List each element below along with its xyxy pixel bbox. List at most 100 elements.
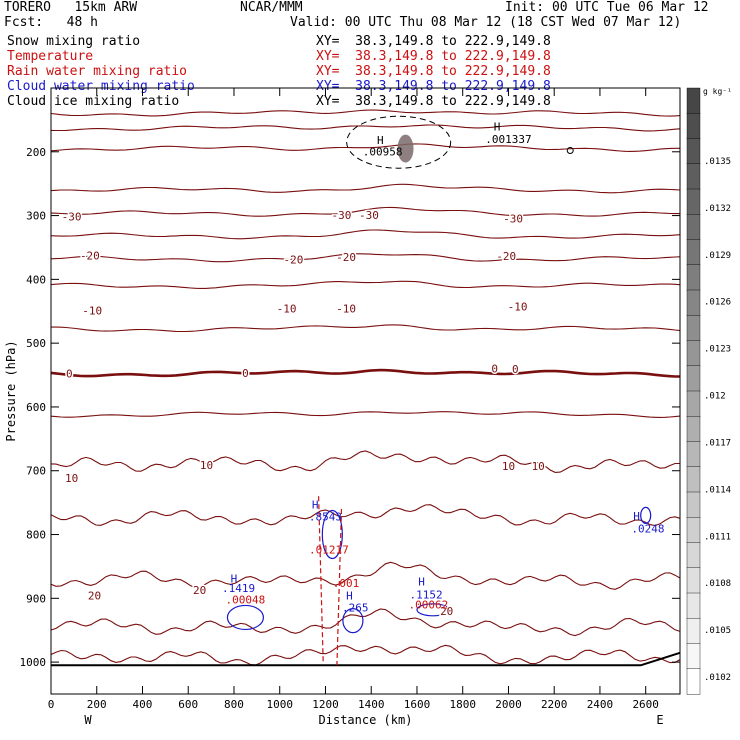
x-west-label: W (84, 713, 92, 727)
field-name-temperature: Temperature (7, 49, 94, 64)
x-tick-label-8: 1600 (404, 698, 431, 711)
colorbar-swatch-13 (686, 416, 701, 443)
cloud-ice-outline (346, 115, 452, 169)
annotation-4: H (231, 572, 238, 585)
temperature-contour-m40-0 (50, 109, 681, 117)
x-tick-label-13: 2600 (632, 698, 659, 711)
colorbar-swatch-23 (686, 668, 701, 695)
annotation-3: .001337 (485, 133, 531, 146)
x-tick-label-3: 600 (178, 698, 198, 711)
x-tick-label-10: 2000 (495, 698, 522, 711)
annotation-8: .8543 (309, 510, 342, 523)
colorbar-swatch-18 (686, 542, 701, 569)
rain-dashed-contour (318, 496, 343, 666)
temperature-contour-m25-4 (50, 206, 680, 217)
x-tick-label-6: 1200 (312, 698, 339, 711)
colorbar-label-10: .0105 (704, 626, 731, 636)
temperature-contour-m35-1 (50, 124, 681, 132)
temperature-contour-m15-6 (50, 253, 681, 263)
y-axis-label: Pressure (hPa) (4, 340, 18, 441)
colorbar-swatch-14 (686, 441, 701, 468)
annotation-9: .01217 (309, 544, 349, 557)
contour-label-0: -30 (62, 211, 82, 224)
colorbar-label-6: .0117 (704, 438, 731, 448)
hydrometeor-features (51, 115, 681, 667)
colorbar-swatch-3 (686, 163, 701, 190)
x-tick-label-5: 1000 (266, 698, 293, 711)
temperature-contour-25-14 (50, 608, 681, 637)
colorbar-label-2: .0129 (704, 251, 731, 261)
annotation-0: H (377, 134, 384, 147)
contour-label-15: 0 (512, 363, 519, 376)
contour-label-5: -20 (284, 253, 304, 266)
field-xy-temperature: XY= 38.3,149.8 to 222.9,149.8 (316, 49, 551, 64)
contour-label-19: 10 (532, 460, 545, 473)
contour-label-20: 20 (88, 590, 101, 603)
init-time: Init: 00 UTC Tue 06 Mar 12 (505, 0, 709, 15)
x-tick-label-11: 2200 (541, 698, 568, 711)
contour-label-9: -10 (277, 303, 297, 316)
colorbar-swatch-4 (686, 188, 701, 215)
colorbar-label-9: .0108 (704, 579, 731, 589)
colorbar-label-8: .0111 (704, 532, 731, 542)
x-tick-label-1: 200 (87, 698, 107, 711)
field-xy-cloud-ice: XY= 38.3,149.8 to 222.9,149.8 (316, 94, 551, 109)
cloud-water-contour-1 (321, 509, 343, 560)
contour-label-7: -20 (496, 250, 516, 263)
annotation-15: .00062 (409, 599, 449, 612)
contour-label-12: 0 (66, 368, 73, 381)
forecast-hour: Fcst: 48 h (4, 15, 98, 30)
annotation-14: .1152 (410, 588, 443, 601)
x-tick-label-7: 1400 (358, 698, 385, 711)
colorbar-swatch-1 (686, 113, 701, 140)
y-tick-label-4: 600 (26, 401, 46, 414)
colorbar-label-0: .0135 (704, 157, 731, 167)
colorbar: g kg⁻¹ .0135 .0132 .0129 .0126 .0123 .012 .0117… (686, 87, 732, 695)
contour-label-10: -10 (336, 303, 356, 316)
contour-label-17: 10 (65, 472, 78, 485)
temperature-contour-5-10 (50, 411, 681, 418)
x-axis-label: Distance (km) (319, 713, 413, 727)
colorbar-swatch-16 (686, 491, 701, 518)
field-name-snow: Snow mixing ratio (7, 34, 141, 49)
plot-frame (50, 87, 681, 695)
x-east-label: E (656, 713, 663, 727)
field-name-cloud-water: Cloud water mixing ratio (7, 79, 195, 94)
contour-label-4: -20 (80, 250, 100, 263)
contour-label-8: -10 (82, 304, 102, 317)
y-tick-label-3: 500 (26, 337, 46, 350)
colorbar-swatch-17 (686, 517, 701, 544)
x-tick-label-4: 800 (224, 698, 244, 711)
colorbar-swatch-10 (686, 340, 701, 367)
y-tick-label-2: 400 (26, 273, 46, 286)
annotation-17: .0248 (631, 523, 664, 536)
y-tick-label-5: 700 (26, 465, 46, 478)
contour-label-18: 10 (502, 460, 515, 473)
colorbar-swatch-2 (686, 138, 701, 165)
colorbar-swatch-9 (686, 315, 701, 342)
colorbar-swatch-20 (686, 592, 701, 619)
x-tick-label-9: 1800 (449, 698, 476, 711)
annotation-16: H (633, 510, 640, 523)
y-tick-label-0: 200 (26, 146, 46, 159)
temperature-contour-10-11 (50, 450, 680, 473)
field-xy-snow: XY= 38.3,149.8 to 222.9,149.8 (316, 34, 551, 49)
cloud-water-contour-3 (416, 603, 450, 617)
y-tick-label-8: 1000 (20, 656, 47, 669)
temperature-contour-m20-5 (50, 229, 681, 240)
y-tick-label-6: 800 (26, 529, 46, 542)
annotation-10: .001 (333, 577, 360, 590)
cloud-water-contour-4 (640, 506, 652, 524)
colorbar-swatch-8 (686, 289, 701, 316)
field-name-cloud-ice: Cloud ice mixing ratio (7, 94, 180, 109)
colorbar-swatch-12 (686, 390, 701, 417)
y-tick-label-7: 900 (26, 592, 46, 605)
temperature-contour-20-13 (50, 561, 681, 590)
cloud-water-contour-2 (342, 608, 364, 634)
temperature-contour-15-12 (50, 504, 681, 527)
colorbar-swatch-6 (686, 239, 701, 266)
colorbar-swatch-11 (686, 365, 701, 392)
contour-label-11: -10 (508, 301, 528, 314)
